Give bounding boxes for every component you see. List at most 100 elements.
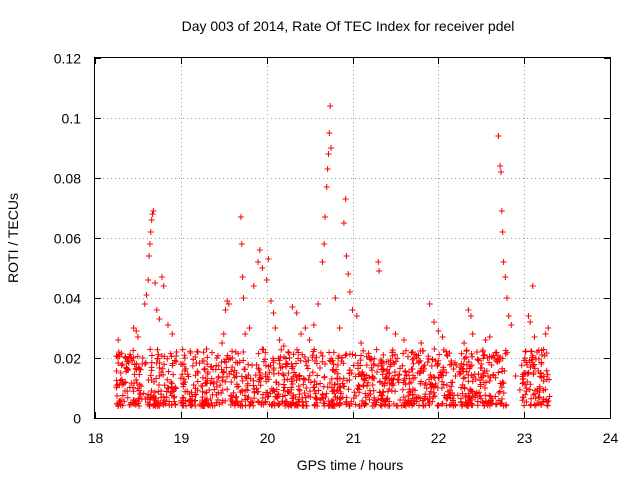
data-point bbox=[483, 379, 490, 386]
data-point bbox=[330, 367, 337, 374]
data-point bbox=[192, 397, 199, 404]
data-point bbox=[383, 359, 390, 366]
data-point bbox=[160, 393, 167, 400]
data-point bbox=[434, 402, 441, 409]
data-point bbox=[242, 373, 249, 380]
data-point bbox=[435, 328, 442, 334]
data-point bbox=[417, 380, 424, 387]
data-point bbox=[523, 361, 530, 368]
data-point bbox=[154, 346, 161, 353]
data-point bbox=[258, 375, 265, 382]
data-point bbox=[201, 366, 208, 373]
data-point bbox=[299, 394, 306, 401]
data-point bbox=[143, 292, 150, 298]
data-point bbox=[244, 382, 251, 389]
data-point bbox=[320, 400, 327, 407]
data-point bbox=[302, 325, 309, 331]
data-point bbox=[284, 401, 291, 408]
data-point bbox=[270, 387, 277, 394]
data-point bbox=[493, 358, 500, 365]
data-point bbox=[313, 381, 320, 388]
data-point bbox=[160, 283, 167, 289]
data-point bbox=[463, 399, 470, 406]
data-point bbox=[532, 402, 539, 409]
data-point bbox=[397, 397, 404, 404]
data-point bbox=[286, 354, 293, 361]
data-point bbox=[118, 376, 125, 383]
data-point bbox=[495, 397, 502, 404]
data-point bbox=[322, 394, 329, 401]
data-point bbox=[529, 283, 536, 289]
data-point bbox=[385, 388, 392, 395]
data-point bbox=[447, 361, 453, 368]
data-point bbox=[366, 355, 373, 361]
data-point bbox=[122, 388, 129, 394]
data-point bbox=[119, 379, 126, 385]
data-point bbox=[392, 351, 399, 358]
data-point bbox=[182, 379, 189, 385]
data-point bbox=[324, 166, 331, 172]
data-point bbox=[315, 301, 322, 307]
data-point bbox=[477, 383, 484, 390]
data-point bbox=[491, 355, 498, 361]
data-point bbox=[538, 347, 545, 354]
data-point bbox=[319, 259, 326, 265]
data-point bbox=[263, 277, 270, 283]
data-point bbox=[481, 351, 488, 358]
data-point bbox=[382, 375, 389, 382]
data-point bbox=[469, 378, 476, 385]
data-point bbox=[128, 355, 135, 361]
data-point bbox=[172, 401, 179, 408]
data-point bbox=[439, 334, 446, 340]
data-point bbox=[330, 361, 337, 368]
data-point bbox=[219, 387, 226, 394]
data-point bbox=[535, 355, 542, 362]
data-point bbox=[265, 363, 272, 370]
data-point bbox=[289, 304, 296, 310]
data-point bbox=[365, 379, 372, 386]
data-point bbox=[382, 398, 389, 405]
data-point bbox=[497, 163, 504, 169]
data-point bbox=[444, 395, 451, 402]
data-point bbox=[130, 388, 137, 395]
data-point bbox=[142, 396, 149, 403]
data-point bbox=[388, 381, 395, 388]
data-point bbox=[310, 322, 317, 328]
data-point bbox=[370, 360, 377, 367]
data-point bbox=[179, 402, 186, 409]
data-point bbox=[393, 402, 400, 409]
data-point bbox=[179, 371, 186, 378]
data-point bbox=[527, 319, 534, 325]
data-point bbox=[145, 401, 152, 408]
data-point bbox=[204, 354, 211, 361]
data-point bbox=[376, 389, 383, 396]
data-point bbox=[263, 378, 270, 385]
data-point bbox=[214, 396, 221, 403]
data-point bbox=[215, 374, 222, 381]
data-point bbox=[351, 389, 358, 396]
data-point bbox=[503, 401, 510, 408]
data-point bbox=[225, 356, 232, 363]
data-point bbox=[290, 351, 297, 358]
data-point bbox=[419, 397, 426, 404]
data-point bbox=[293, 377, 300, 384]
data-point bbox=[262, 362, 269, 369]
data-point bbox=[346, 289, 353, 295]
data-point bbox=[225, 301, 232, 307]
data-point bbox=[311, 402, 318, 409]
data-point bbox=[209, 402, 216, 409]
data-point bbox=[165, 368, 172, 375]
data-point bbox=[192, 391, 199, 398]
data-point bbox=[432, 358, 439, 365]
data-point bbox=[116, 399, 123, 406]
data-point bbox=[497, 400, 504, 407]
data-point bbox=[153, 399, 160, 406]
data-point bbox=[256, 366, 263, 373]
data-point bbox=[542, 386, 549, 393]
data-point bbox=[345, 271, 352, 277]
data-point bbox=[259, 391, 266, 398]
data-point bbox=[383, 325, 390, 331]
data-point bbox=[130, 384, 137, 391]
data-point bbox=[430, 373, 437, 380]
data-point bbox=[255, 378, 262, 385]
